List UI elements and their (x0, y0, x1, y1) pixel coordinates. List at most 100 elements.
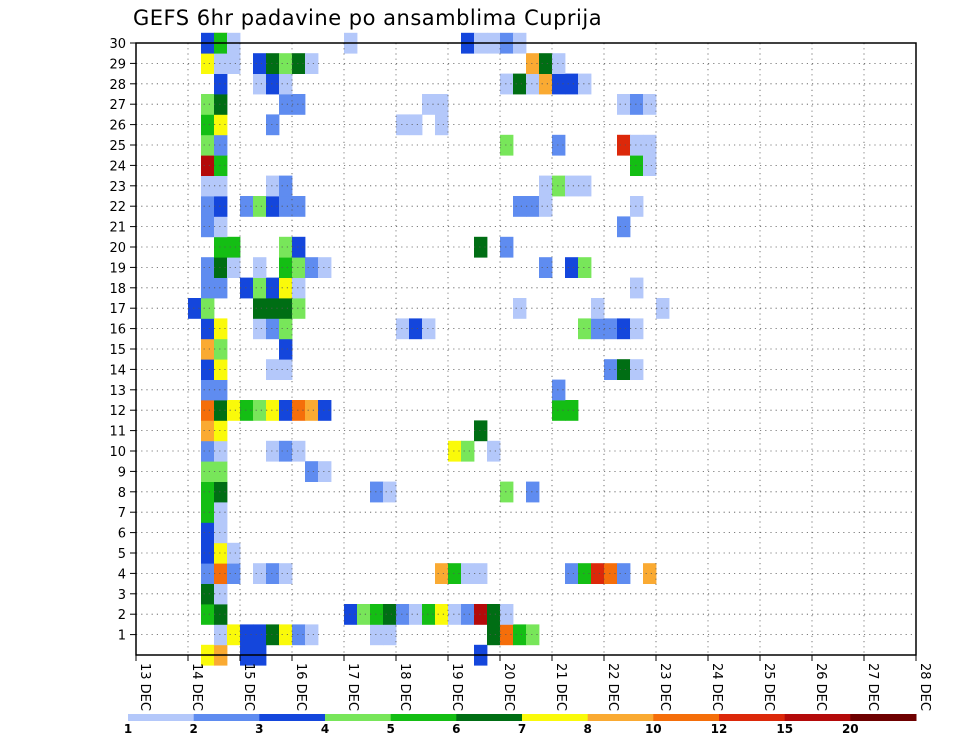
heatmap-cell (279, 338, 293, 360)
legend-label: 8 (584, 722, 592, 736)
legend-label: 15 (776, 722, 793, 736)
legend-swatch (456, 714, 523, 721)
heatmap-cell (253, 196, 267, 217)
heatmap-cell (617, 359, 631, 380)
heatmap-cell (396, 114, 410, 136)
heatmap-cell (188, 298, 202, 319)
heatmap-cell (253, 318, 267, 340)
heatmap-cell (214, 502, 228, 523)
y-tick-label: 11 (109, 425, 126, 440)
heatmap-cell (292, 236, 306, 258)
heatmap-cell (539, 53, 553, 74)
heatmap-cell (539, 73, 553, 95)
heatmap-cell (617, 216, 631, 238)
heatmap-cell (227, 542, 241, 564)
y-tick-label: 16 (109, 323, 126, 338)
heatmap-cell (201, 461, 215, 482)
heatmap-cell (214, 420, 228, 442)
heatmap-cell (578, 175, 592, 197)
x-tick-label: 22 DEC (605, 663, 620, 711)
heatmap-cell (604, 318, 618, 340)
y-tick-label: 26 (109, 119, 126, 134)
heatmap-cell (591, 563, 605, 584)
x-tick-label: 13 DEC (137, 663, 152, 711)
heatmap-cell (279, 277, 293, 299)
heatmap-cell (266, 196, 280, 217)
heatmap-cell (279, 440, 293, 462)
heatmap-cell (487, 604, 501, 625)
x-tick-label: 25 DEC (761, 663, 776, 711)
heatmap-cell (630, 277, 644, 299)
heatmap-cell (201, 257, 215, 278)
heatmap-cell (500, 236, 514, 258)
heatmap-cell (279, 318, 293, 340)
heatmap-cell (292, 94, 306, 115)
heatmap-cell (214, 338, 228, 360)
heatmap-cell (279, 624, 293, 646)
heatmap-cell (214, 134, 228, 156)
heatmap-cell (253, 400, 267, 421)
heatmap-cell (201, 604, 215, 625)
heatmap-cell (279, 94, 293, 115)
heatmap-cell (292, 196, 306, 217)
heatmap-cell (396, 318, 410, 340)
heatmap-cell (201, 175, 215, 197)
y-tick-label: 14 (109, 363, 126, 378)
heatmap-cell (227, 257, 241, 278)
legend-label: 4 (321, 722, 329, 736)
grid-lines (136, 42, 916, 655)
heatmap-cell (240, 277, 254, 299)
legend-swatch (784, 714, 851, 721)
heatmap-cell (383, 624, 397, 646)
y-tick-label: 29 (109, 57, 126, 72)
heatmap-cell (227, 624, 241, 646)
heatmap-cell (435, 604, 449, 625)
heatmap-cell (201, 298, 215, 319)
y-tick-label: 21 (109, 221, 126, 236)
heatmap-cell (214, 196, 228, 217)
heatmap-cell (630, 94, 644, 115)
y-tick-label: 7 (118, 506, 126, 521)
y-tick-label: 24 (109, 159, 126, 174)
legend-label: 6 (452, 722, 460, 736)
x-axis-ticks: 13 DEC 14 DEC 15 DEC 16 DEC 17 DEC 18 DEC 19 D… (135, 655, 932, 711)
heatmap-cell (253, 277, 267, 299)
heatmap-cell (214, 400, 228, 421)
heatmap-cell (409, 604, 423, 625)
heatmap-cell (214, 481, 228, 503)
heatmap-cell (422, 94, 436, 115)
heatmap-cell (552, 134, 566, 156)
heatmap-cell (201, 359, 215, 380)
heatmap-cell (279, 175, 293, 197)
y-tick-label: 5 (118, 547, 126, 562)
heatmap-cell (266, 175, 280, 197)
heatmap-cell (565, 73, 579, 95)
y-tick-label: 13 (109, 384, 126, 399)
heatmap-cell (266, 277, 280, 299)
heatmap-cell (201, 53, 215, 74)
heatmap-cell (487, 440, 501, 462)
legend-swatch (587, 714, 654, 721)
heatmap-cell (214, 440, 228, 462)
heatmap-cell (474, 563, 488, 584)
legend-swatch (522, 714, 589, 721)
heatmap-cell (253, 53, 267, 74)
heatmap-cell (201, 583, 215, 605)
x-tick-label: 19 DEC (449, 663, 464, 711)
heatmap-cell (201, 277, 215, 299)
heatmap-cell (539, 196, 553, 217)
x-tick-label: 20 DEC (501, 663, 516, 711)
heatmap-cell (474, 604, 488, 625)
heatmap-cell (266, 400, 280, 421)
legend-label: 2 (190, 722, 198, 736)
chart-title: GEFS 6hr padavine po ansamblima Cuprija (133, 6, 603, 30)
y-tick-label: 2 (118, 608, 126, 623)
heatmap-cell (266, 624, 280, 646)
y-tick-label: 18 (109, 282, 126, 297)
heatmap-cell (305, 257, 319, 278)
heatmap-cell (630, 318, 644, 340)
heatmap-cell (565, 175, 579, 197)
legend-swatch (325, 714, 392, 721)
heatmap-cell (201, 196, 215, 217)
heatmap-cell (214, 583, 228, 605)
